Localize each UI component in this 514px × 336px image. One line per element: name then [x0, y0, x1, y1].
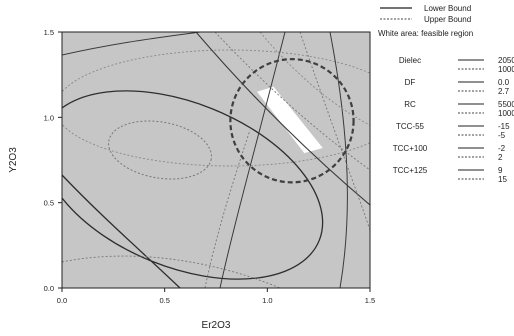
- y-tick-label: 0.0: [44, 284, 54, 293]
- legend-response-name: RC: [404, 100, 416, 109]
- x-axis-title: Er2O3: [202, 320, 231, 331]
- x-tick-label: 1.5: [365, 296, 375, 305]
- tcc125-upper-curve: [299, 32, 370, 231]
- legend-response-lower-value: 5500: [498, 100, 514, 109]
- y-axis-ticks: 0.0 0.5 1.0 1.5: [44, 28, 62, 293]
- legend-response-upper-value: 2: [498, 153, 503, 162]
- tcc100-lower-curve: [219, 32, 286, 288]
- legend-lower-label: Lower Bound: [424, 4, 471, 13]
- legend-response-upper-value: 15: [498, 175, 507, 184]
- df-bound-ellipse: [108, 120, 212, 180]
- contour-curves: [62, 32, 370, 288]
- y-tick-label: 1.5: [44, 28, 54, 37]
- feasible-region: [257, 86, 323, 154]
- plot-border: [61, 31, 371, 289]
- x-tick-label: 1.0: [262, 296, 272, 305]
- legend-responses: Dielec205010000DF0.02.7RC550010000TCC-55…: [393, 56, 514, 184]
- legend-response-lower-value: 9: [498, 166, 503, 175]
- legend-response-name: TCC+100: [393, 144, 428, 153]
- legend-response-name: TCC-55: [396, 122, 425, 131]
- bottom-dotted-curve: [62, 255, 281, 288]
- tcc125-lower-curve: [329, 32, 348, 288]
- left-solid-curve: [62, 174, 181, 288]
- legend-response-name: DF: [405, 78, 416, 87]
- tcc55-upper-curve: [214, 32, 370, 171]
- legend-response-lower-value: 2050: [498, 56, 514, 65]
- top-left-curve: [62, 32, 201, 56]
- legend-response-lower-value: -2: [498, 144, 506, 153]
- legend-response-lower-value: -15: [498, 122, 510, 131]
- legend-white-area-label: White area: feasible region: [378, 29, 473, 38]
- legend-response-name: TCC+125: [393, 166, 428, 175]
- tcc55-lower-curve: [195, 32, 370, 206]
- legend-response-name: Dielec: [399, 56, 421, 65]
- y-tick-label: 0.5: [44, 199, 54, 208]
- legend-response-upper-value: 2.7: [498, 87, 510, 96]
- optimum-circle: [229, 58, 355, 184]
- legend-response-upper-value: 10000: [498, 65, 514, 74]
- legend-upper-label: Upper Bound: [424, 15, 471, 24]
- y-axis-title: Y2O3: [8, 147, 19, 173]
- legend: Lower Bound Upper Bound White area: feas…: [378, 4, 514, 184]
- legend-response-upper-value: -5: [498, 131, 506, 140]
- y-tick-label: 1.0: [44, 113, 54, 122]
- x-tick-label: 0.5: [159, 296, 169, 305]
- plot-background: [62, 32, 370, 288]
- x-axis-ticks: 0.0 0.5 1.0 1.5: [57, 288, 375, 305]
- x-tick-label: 0.0: [57, 296, 67, 305]
- extra-dotted-curve: [259, 32, 370, 126]
- legend-response-upper-value: 10000: [498, 109, 514, 118]
- legend-response-lower-value: 0.0: [498, 78, 510, 87]
- tcc100-upper-curve: [204, 129, 251, 288]
